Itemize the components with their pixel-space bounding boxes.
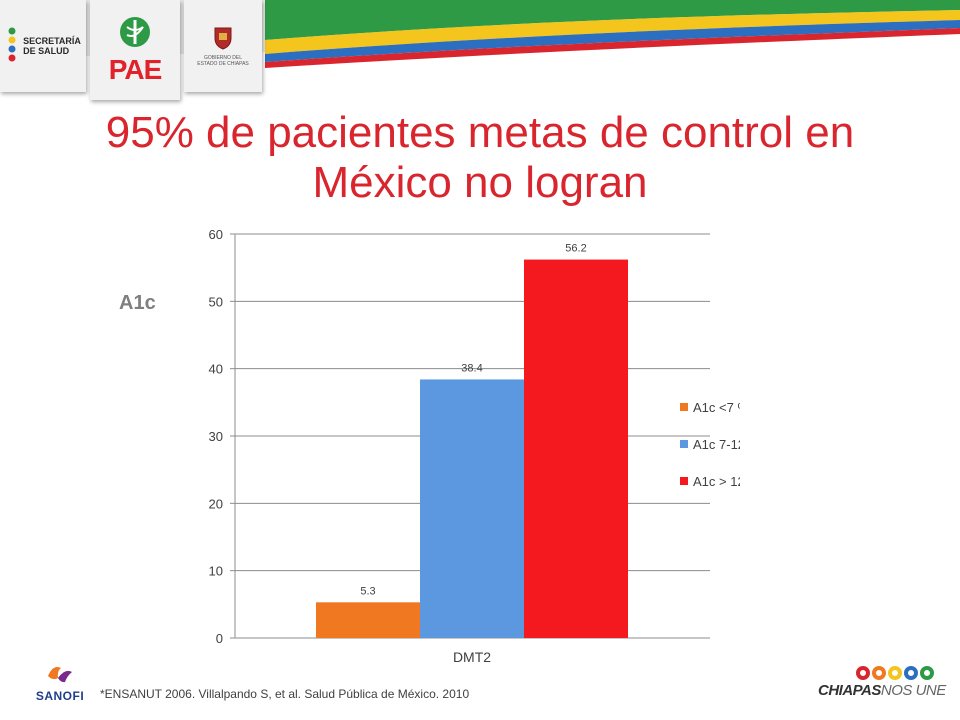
chiapas-logo: CHIAPASNOS UNE [818,666,948,699]
title-line1: 95% de pacientes metas de control en [105,108,855,157]
y-tick-label: 0 [216,631,223,646]
sanofi-logo: SANOFI [30,662,90,703]
x-tick-label: DMT2 [453,649,491,665]
y-tick-label: 50 [209,294,223,309]
side-label: A1c [119,292,156,314]
pae-logo: PAE [90,0,180,100]
gobierno-line2: ESTADO DE CHIAPAS [197,60,249,67]
pae-text: PAE [108,53,162,85]
data-label: 56.2 [565,243,586,255]
y-tick-label: 10 [209,564,223,579]
y-tick-label: 40 [209,362,223,377]
shield-icon [214,27,232,50]
y-tick-label: 60 [209,227,223,242]
bar-chart: 0 10 20 30 40 50 60 5.3 38.4 56.2 DMT2 A1c <7 % A1c … [209,227,740,665]
bar-3 [524,259,628,638]
chiapas-bold-text: CHIAPAS [818,682,881,699]
dots-icon [8,27,16,62]
bar-2 [420,379,524,638]
slide-title: 95% de pacientes metas de control en Méx… [40,108,920,208]
y-tick-label: 20 [209,496,223,511]
legend-swatch [680,440,688,448]
secretaria-line2: DE SALUD [23,46,70,56]
data-label: 38.4 [461,362,482,374]
title-line2: México no logran [312,158,648,207]
y-tick-label: 30 [209,429,223,444]
legend-swatch [680,403,688,411]
reference-text: *ENSANUT 2006. Villalpando S, et al. Sal… [100,687,470,701]
secretaria-salud-logo: SECRETARÍA DE SALUD [0,0,86,92]
gobierno-line1: GOBIERNO DEL [203,54,243,61]
legend-label: A1c > 12% [693,474,740,489]
legend-swatch [680,477,688,485]
data-label: 5.3 [360,585,375,597]
bar-1 [316,602,420,638]
secretaria-line1: SECRETARÍA [23,36,81,46]
chiapas-light-text: NOS UNE [880,682,946,699]
legend-label: A1c <7 % [693,400,740,415]
sanofi-text: SANOFI [35,689,85,703]
caduceus-icon [120,16,150,47]
chiapas-circles-icon [856,666,948,680]
gobierno-chiapas-logo: GOBIERNO DEL ESTADO DE CHIAPAS [184,0,262,92]
sanofi-bird-icon [48,667,72,683]
legend-label: A1c 7-12 % [693,437,740,452]
